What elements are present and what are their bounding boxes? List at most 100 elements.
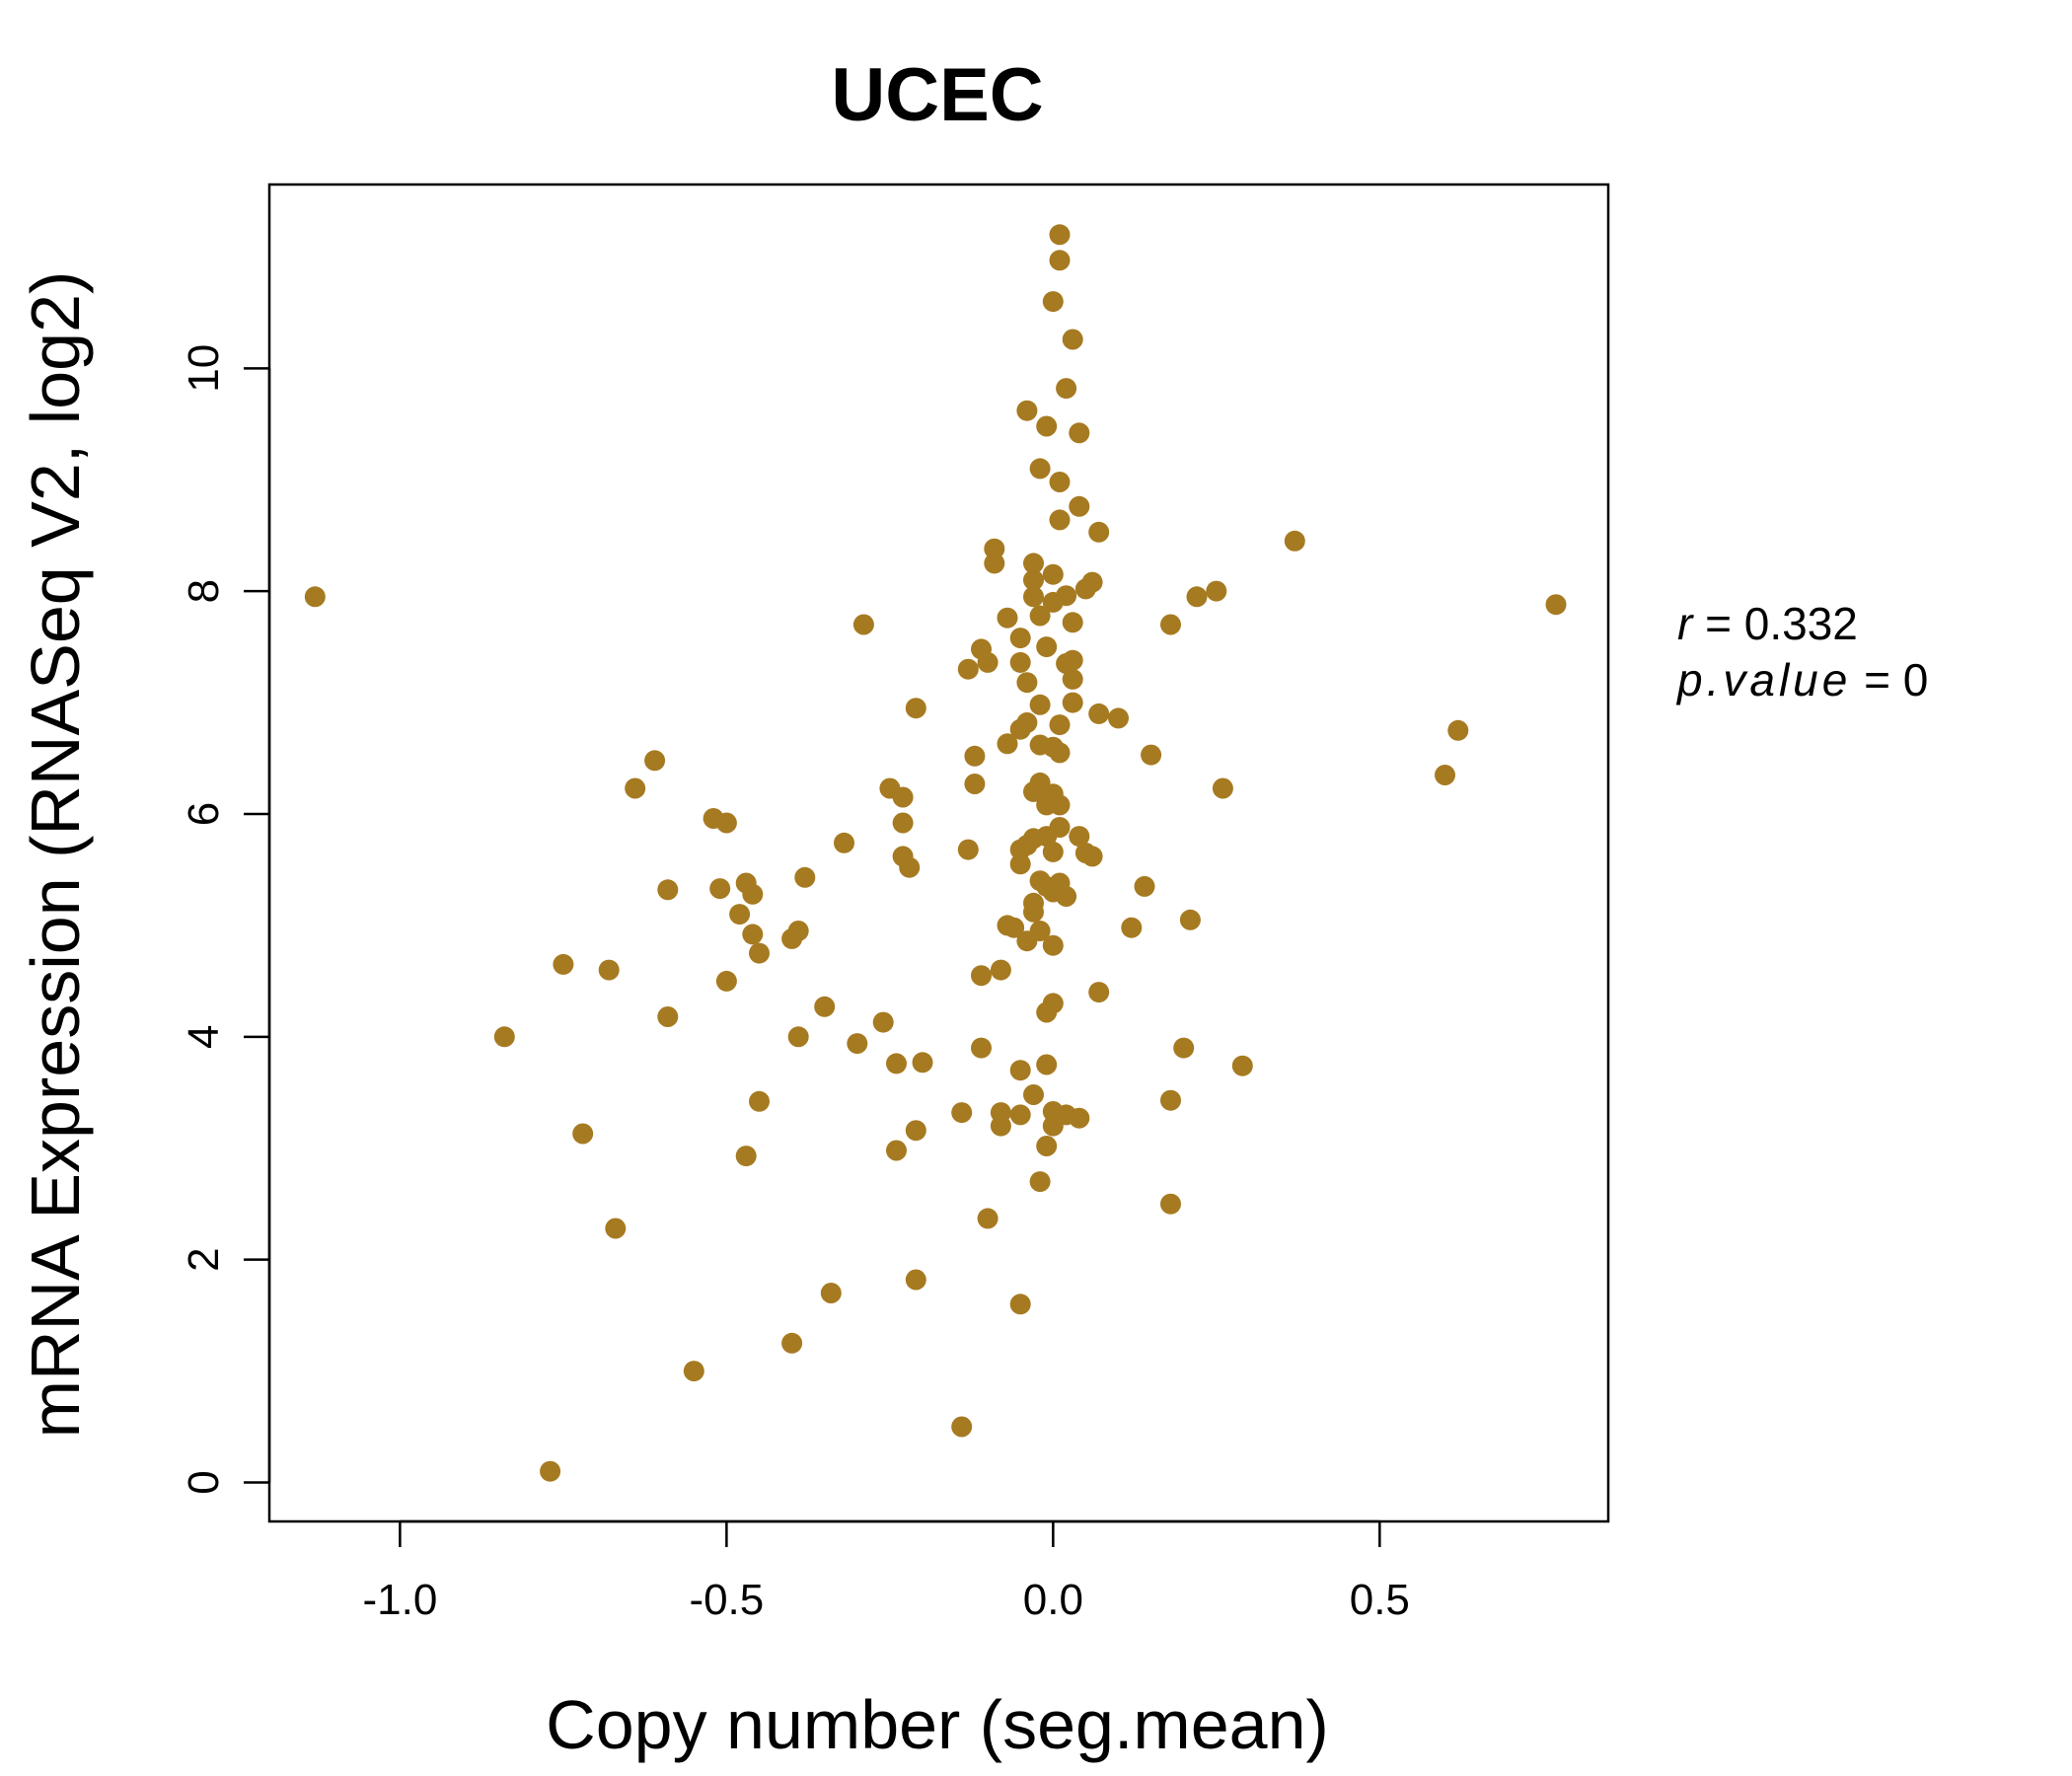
p-value-symbol: p.value	[1675, 654, 1851, 705]
data-point	[990, 1102, 1011, 1124]
data-point	[964, 745, 986, 767]
data-point	[971, 965, 992, 987]
data-point	[1042, 563, 1064, 585]
data-point	[1088, 521, 1110, 543]
data-point	[1447, 719, 1469, 741]
y-tick-label: 6	[180, 802, 228, 826]
data-point	[886, 1140, 907, 1161]
data-point	[1042, 841, 1064, 862]
data-point	[1062, 668, 1083, 690]
data-point	[1049, 714, 1071, 736]
data-point	[1134, 875, 1155, 897]
data-point	[971, 1037, 992, 1059]
data-point	[1088, 982, 1110, 1003]
data-point	[493, 1026, 515, 1048]
data-point	[886, 1053, 907, 1074]
data-point	[984, 538, 1005, 559]
x-axis: -1.0 -0.5 0.0 0.5	[362, 1519, 1410, 1624]
y-tick-label: 8	[180, 579, 228, 603]
data-point	[1160, 1089, 1181, 1111]
data-point	[1029, 1171, 1051, 1193]
data-point	[814, 996, 836, 1017]
data-point	[657, 879, 679, 901]
data-point	[781, 1332, 803, 1354]
data-point	[1160, 614, 1181, 635]
data-point	[1081, 846, 1103, 867]
data-point	[683, 1361, 704, 1382]
x-tick-label: 0.5	[1350, 1576, 1410, 1624]
data-point	[834, 832, 854, 853]
data-point	[1062, 692, 1083, 713]
data-point	[1036, 1136, 1058, 1156]
data-point	[997, 607, 1018, 629]
points-layer	[304, 224, 1567, 1482]
data-point	[1016, 711, 1038, 733]
data-point	[892, 786, 914, 808]
y-axis: 0 2 4 6 8 10	[180, 344, 271, 1495]
data-point	[1023, 553, 1044, 574]
data-point	[742, 924, 764, 945]
data-point	[905, 1120, 926, 1142]
data-point	[644, 750, 666, 772]
data-point	[1023, 1084, 1044, 1105]
data-point	[794, 866, 816, 888]
data-point	[304, 586, 326, 608]
r-symbol: r	[1677, 598, 1694, 649]
y-tick-label: 4	[180, 1025, 228, 1049]
data-point	[892, 812, 914, 834]
data-point	[957, 839, 979, 860]
data-point	[787, 1026, 809, 1048]
data-point	[1009, 1294, 1031, 1315]
data-point	[742, 883, 764, 905]
data-point	[1023, 901, 1044, 923]
data-point	[957, 658, 979, 680]
data-point	[1231, 1055, 1253, 1076]
data-point	[1009, 628, 1031, 649]
data-point	[787, 921, 809, 941]
data-point	[1029, 921, 1051, 941]
data-point	[1435, 765, 1455, 785]
data-point	[1042, 934, 1064, 956]
data-point	[1023, 586, 1044, 608]
data-point	[1069, 826, 1090, 848]
data-point	[1009, 651, 1031, 673]
y-axis-label: mRNA Expression (RNASeq V2, log2)	[17, 271, 94, 1439]
data-point	[1069, 495, 1090, 517]
data-point	[977, 1208, 999, 1229]
data-point	[1069, 422, 1090, 444]
data-point	[1206, 580, 1227, 602]
data-point	[605, 1218, 627, 1239]
data-point	[899, 856, 921, 878]
x-tick-label: -0.5	[689, 1576, 764, 1624]
data-point	[1049, 472, 1071, 492]
data-point	[540, 1460, 561, 1482]
data-point	[852, 614, 874, 635]
data-point	[1121, 917, 1143, 938]
data-point	[729, 904, 751, 925]
data-point	[1029, 694, 1051, 715]
data-point	[1108, 707, 1129, 729]
data-point	[709, 878, 731, 900]
data-point	[847, 1033, 868, 1055]
data-point	[1062, 649, 1083, 671]
data-point	[1029, 605, 1051, 627]
data-point	[1173, 1037, 1195, 1059]
y-tick-label: 2	[180, 1247, 228, 1271]
data-point	[990, 959, 1011, 981]
plot-frame	[267, 183, 1610, 1523]
data-point	[657, 1006, 679, 1027]
data-point	[715, 812, 737, 834]
data-point	[1049, 817, 1071, 838]
x-tick-label: 0.0	[1023, 1576, 1083, 1624]
data-point	[820, 1283, 842, 1303]
data-point	[977, 651, 999, 673]
y-tick-label: 0	[180, 1470, 228, 1494]
data-point	[1160, 1193, 1181, 1215]
data-point	[1212, 777, 1233, 799]
data-point	[905, 1269, 926, 1291]
data-point	[1009, 1104, 1031, 1126]
data-point	[1179, 909, 1201, 930]
data-point	[984, 553, 1005, 574]
data-point	[715, 970, 737, 992]
